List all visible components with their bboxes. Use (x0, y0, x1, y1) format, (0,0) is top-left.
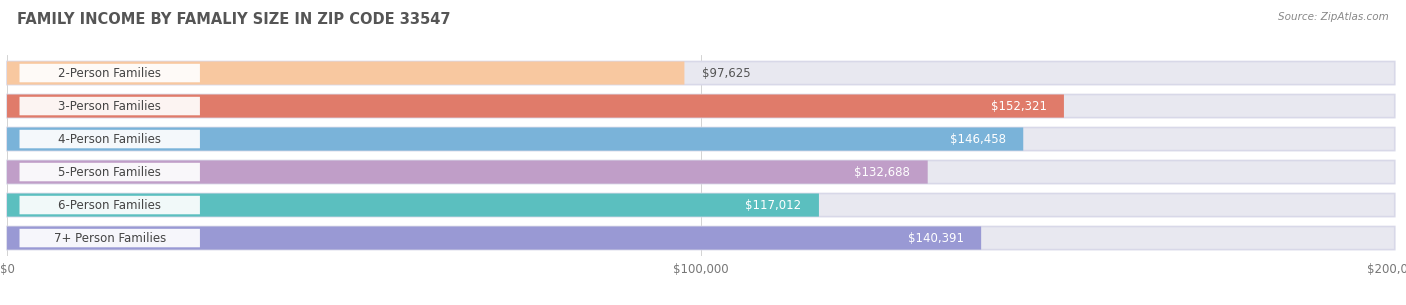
Text: $97,625: $97,625 (702, 66, 751, 80)
FancyBboxPatch shape (7, 193, 818, 217)
Text: $117,012: $117,012 (745, 199, 801, 212)
FancyBboxPatch shape (20, 97, 200, 115)
FancyBboxPatch shape (7, 127, 1395, 151)
FancyBboxPatch shape (7, 62, 1395, 84)
FancyBboxPatch shape (20, 130, 200, 148)
Text: 5-Person Families: 5-Person Families (58, 166, 162, 178)
FancyBboxPatch shape (7, 62, 685, 84)
Text: 2-Person Families: 2-Person Families (58, 66, 162, 80)
FancyBboxPatch shape (7, 127, 1024, 151)
FancyBboxPatch shape (7, 227, 981, 249)
FancyBboxPatch shape (7, 193, 1395, 217)
Text: $140,391: $140,391 (908, 231, 963, 245)
Text: $152,321: $152,321 (991, 99, 1046, 113)
FancyBboxPatch shape (7, 95, 1395, 118)
FancyBboxPatch shape (7, 160, 1395, 184)
Text: 6-Person Families: 6-Person Families (58, 199, 162, 212)
Text: Source: ZipAtlas.com: Source: ZipAtlas.com (1278, 12, 1389, 22)
FancyBboxPatch shape (7, 95, 1064, 118)
FancyBboxPatch shape (20, 229, 200, 247)
Text: 3-Person Families: 3-Person Families (58, 99, 162, 113)
FancyBboxPatch shape (7, 227, 1395, 249)
Text: $146,458: $146,458 (950, 133, 1005, 145)
Text: 7+ Person Families: 7+ Person Families (53, 231, 166, 245)
FancyBboxPatch shape (20, 163, 200, 181)
FancyBboxPatch shape (20, 196, 200, 214)
Text: $132,688: $132,688 (855, 166, 910, 178)
FancyBboxPatch shape (7, 160, 928, 184)
Text: 4-Person Families: 4-Person Families (58, 133, 162, 145)
FancyBboxPatch shape (20, 64, 200, 82)
Text: FAMILY INCOME BY FAMALIY SIZE IN ZIP CODE 33547: FAMILY INCOME BY FAMALIY SIZE IN ZIP COD… (17, 12, 450, 27)
